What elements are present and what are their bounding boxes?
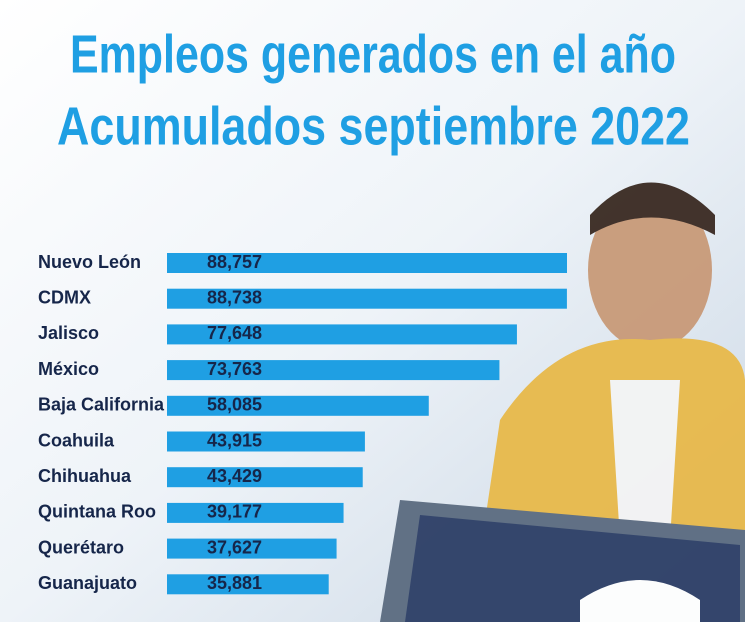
- value-label: 77,648: [207, 323, 262, 343]
- value-label: 58,085: [207, 395, 262, 415]
- category-label: Nuevo León: [38, 252, 141, 272]
- value-label: 43,915: [207, 430, 262, 450]
- bar: [167, 431, 365, 452]
- value-label: 37,627: [207, 537, 262, 557]
- bar: [167, 253, 567, 273]
- value-label: 39,177: [207, 502, 262, 522]
- bar: [167, 360, 500, 381]
- category-label: Baja California: [38, 395, 165, 415]
- bar: [167, 538, 337, 559]
- category-label: Coahuila: [38, 430, 115, 450]
- bar: [167, 324, 517, 345]
- category-label: Guanajuato: [38, 573, 137, 593]
- bar: [167, 502, 344, 523]
- category-label: Quintana Roo: [38, 502, 156, 522]
- bar: [167, 395, 429, 416]
- value-label: 43,429: [207, 466, 262, 486]
- bar: [167, 467, 363, 488]
- bar: [167, 288, 567, 309]
- category-label: Chihuahua: [38, 466, 132, 486]
- photo-decoration: [380, 182, 745, 622]
- category-label: México: [38, 359, 99, 379]
- chart-subtitle: Acumulados septiembre 2022: [57, 96, 690, 156]
- bar: [167, 574, 329, 595]
- value-label: 35,881: [207, 573, 262, 593]
- category-label: Querétaro: [38, 537, 124, 557]
- value-label: 88,738: [207, 287, 262, 307]
- value-label: 88,757: [207, 252, 262, 272]
- value-label: 73,763: [207, 359, 262, 379]
- chart-title: Empleos generados en el año: [70, 24, 676, 84]
- category-label: Jalisco: [38, 323, 99, 343]
- category-label: CDMX: [38, 287, 91, 307]
